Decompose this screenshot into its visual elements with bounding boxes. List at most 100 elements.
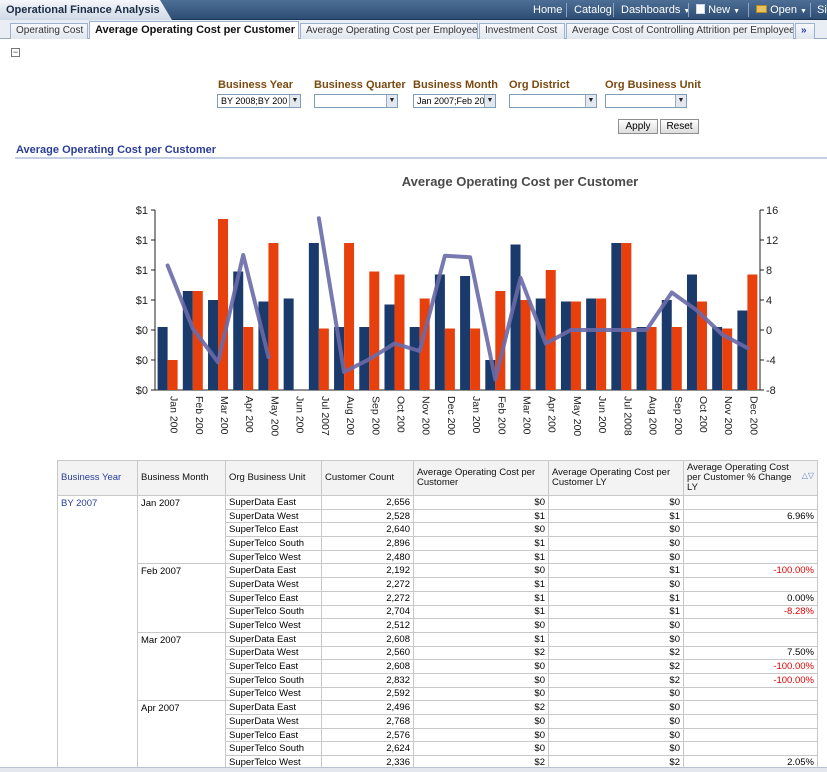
org-business-unit-cell: SuperTelco South <box>225 672 322 688</box>
x-tick-label: Apr 200 <box>546 396 558 433</box>
customer-count-cell: 2,704 <box>321 604 414 620</box>
apply-button[interactable]: Apply <box>618 119 658 134</box>
business-year-select[interactable]: BY 2008;BY 200 ▼ <box>217 94 301 108</box>
bar-series-b <box>596 298 607 390</box>
avg-cost-ly-cell: $1 <box>548 604 684 620</box>
tabs-more-button[interactable]: » <box>795 23 815 39</box>
org-business-unit-select[interactable]: ▼ <box>605 94 687 108</box>
avg-cost-ly-cell: $0 <box>548 700 684 715</box>
nav-separator <box>810 3 811 17</box>
pct-change-cell <box>683 577 818 592</box>
business-month-cell: Apr 2007 <box>137 700 226 770</box>
horizontal-scrollbar[interactable] <box>0 767 827 772</box>
nav-separator <box>688 3 689 17</box>
x-tick-label: Aug 200 <box>647 396 659 435</box>
nav-dashboards-menu[interactable]: Dashboards ▼ <box>621 0 690 20</box>
bar-series-b <box>495 291 506 390</box>
y-tick-label: $1 <box>136 235 148 247</box>
tab-operating-cost[interactable]: Operating Cost <box>10 23 88 39</box>
customer-count-cell: 2,656 <box>321 495 414 510</box>
business-quarter-select[interactable]: ▼ <box>314 94 398 108</box>
column-header[interactable]: Business Month <box>137 460 226 496</box>
nav-open-menu[interactable]: Open ▼ <box>756 0 807 20</box>
customer-count-cell: 2,272 <box>321 590 414 606</box>
tab-investment-cost[interactable]: Investment Cost <box>479 23 565 39</box>
x-tick-label: May 200 <box>571 396 583 436</box>
avg-cost-ly-cell: $1 <box>548 508 684 524</box>
dropdown-arrow-icon[interactable]: ▼ <box>484 95 495 107</box>
business-year-cell[interactable]: BY 2007 <box>57 495 138 770</box>
org-business-unit-cell: SuperData West <box>225 645 322 661</box>
avg-cost-cell: $1 <box>413 549 549 565</box>
nav-catalog-link[interactable]: Catalog <box>574 4 612 16</box>
bar-series-b <box>344 243 355 390</box>
dropdown-arrow-icon[interactable]: ▼ <box>289 95 300 107</box>
bar-series-b <box>696 301 707 390</box>
tab-avg-operating-cost-per-customer[interactable]: Average Operating Cost per Customer <box>89 21 299 39</box>
bar-series-b <box>520 300 531 390</box>
column-header[interactable]: Average Operating Cost per Customer LY <box>548 460 684 496</box>
avg-cost-cell: $1 <box>413 631 549 647</box>
table-row: Apr 2007 SuperData East 2,496 $2 $0 <box>58 700 818 770</box>
bar-series-a <box>334 327 345 390</box>
column-header[interactable]: Business Year <box>57 460 138 496</box>
pct-change-cell: 0.00% <box>683 590 818 606</box>
avg-cost-ly-cell: $2 <box>548 659 684 674</box>
collapse-section-icon[interactable]: − <box>11 47 20 57</box>
avg-cost-ly-cell: $0 <box>548 577 684 592</box>
avg-cost-cell: $0 <box>413 741 549 757</box>
customer-count-cell: 2,768 <box>321 714 414 729</box>
tab-avg-cost-controlling-attrition[interactable]: Average Cost of Controlling Attrition pe… <box>566 23 794 39</box>
column-header[interactable]: Average Operating Cost per Customer <box>413 460 549 496</box>
tab-avg-operating-cost-per-employee[interactable]: Average Operating Cost per Employee <box>300 23 478 39</box>
y-tick-label: $0 <box>136 355 148 367</box>
dropdown-arrow-icon[interactable]: ▼ <box>675 95 686 107</box>
section-divider <box>15 157 827 159</box>
bar-series-a <box>712 327 723 390</box>
business-month-cell: Mar 2007 <box>137 631 226 702</box>
bar-series-b <box>268 243 279 390</box>
dropdown-arrow-icon[interactable]: ▼ <box>386 95 397 107</box>
column-header[interactable]: Average Operating Cost per Customer % Ch… <box>683 460 818 496</box>
avg-cost-cell: $0 <box>413 618 549 633</box>
nav-new-menu[interactable]: New ▼ <box>696 0 740 20</box>
customer-count-cell: 2,192 <box>321 563 414 579</box>
avg-cost-ly-cell: $1 <box>548 590 684 606</box>
nav-signout-link[interactable]: Si <box>817 4 827 16</box>
avg-cost-ly-cell: $1 <box>548 563 684 579</box>
avg-cost-cell: $2 <box>413 700 549 715</box>
bar-series-b <box>243 327 254 390</box>
avg-cost-cell: $1 <box>413 536 549 551</box>
customer-count-cell: 2,560 <box>321 645 414 661</box>
avg-cost-ly-cell: $0 <box>548 741 684 757</box>
bar-series-a <box>485 360 496 390</box>
column-header[interactable]: Customer Count <box>321 460 414 496</box>
x-tick-label: Nov 200 <box>420 396 432 435</box>
business-month-select[interactable]: Jan 2007;Feb 20 ▼ <box>413 94 496 108</box>
org-district-select[interactable]: ▼ <box>509 94 597 108</box>
bar-series-b <box>394 274 405 390</box>
nav-separator <box>613 3 614 17</box>
bar-series-b <box>545 270 556 390</box>
bar-series-a <box>182 291 193 390</box>
column-header[interactable]: Org Business Unit <box>225 460 322 496</box>
sort-arrows-icon[interactable]: △▽ <box>801 471 814 480</box>
pct-change-cell <box>683 700 818 715</box>
nav-home-link[interactable]: Home <box>533 4 563 16</box>
tab-bar: Operating Cost Average Operating Cost pe… <box>0 20 827 39</box>
bar-series-b <box>722 328 733 390</box>
pct-change-cell <box>683 536 818 551</box>
avg-cost-cell: $1 <box>413 590 549 606</box>
x-tick-label: Jan 200 <box>168 396 180 434</box>
reset-button[interactable]: Reset <box>660 119 699 134</box>
bar-series-a <box>661 300 672 390</box>
customer-count-cell: 2,624 <box>321 741 414 757</box>
bar-series-a <box>308 243 319 390</box>
avg-cost-ly-cell: $0 <box>548 631 684 647</box>
y-tick-label: $1 <box>136 265 148 277</box>
x-tick-label: Dec 200 <box>747 396 759 435</box>
org-business-unit-cell: SuperData West <box>225 577 322 592</box>
dropdown-arrow-icon[interactable]: ▼ <box>585 95 596 107</box>
bar-series-a <box>737 310 748 390</box>
pct-change-cell <box>683 741 818 757</box>
